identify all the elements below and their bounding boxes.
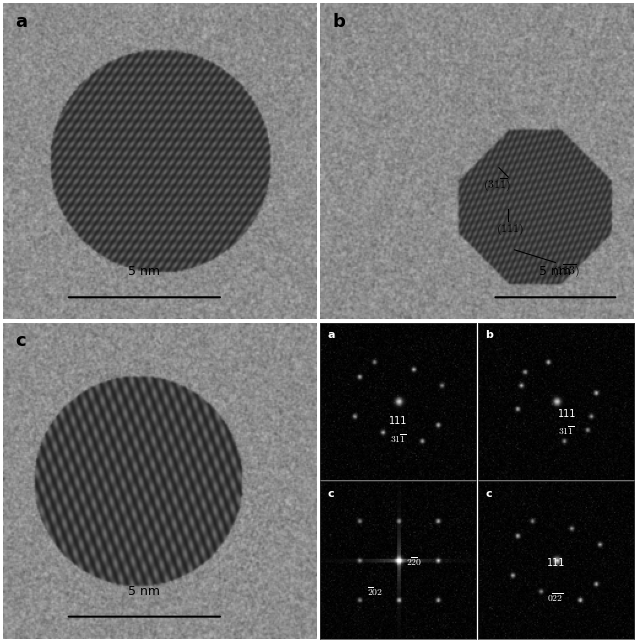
Text: 5 nm: 5 nm bbox=[129, 585, 161, 598]
Text: $(111)$: $(111)$ bbox=[496, 221, 524, 237]
Text: 111: 111 bbox=[389, 417, 407, 426]
Text: c: c bbox=[16, 332, 26, 350]
Text: c: c bbox=[328, 489, 334, 499]
Text: $31\overline{1}$: $31\overline{1}$ bbox=[390, 433, 406, 446]
Text: $\overline{2}02$: $\overline{2}02$ bbox=[367, 585, 383, 598]
Text: 5 nm: 5 nm bbox=[540, 265, 571, 279]
Text: 111: 111 bbox=[547, 558, 565, 568]
Text: $2\overline{2}0$: $2\overline{2}0$ bbox=[406, 555, 422, 568]
Text: $31\overline{1}$: $31\overline{1}$ bbox=[559, 424, 575, 437]
Text: c: c bbox=[485, 489, 492, 499]
Text: b: b bbox=[485, 331, 494, 340]
Text: a: a bbox=[328, 331, 335, 340]
Text: 5 nm: 5 nm bbox=[129, 265, 161, 279]
Text: 111: 111 bbox=[557, 408, 576, 419]
Text: b: b bbox=[333, 13, 345, 31]
Text: $(31\overline{1})$: $(31\overline{1})$ bbox=[483, 177, 511, 195]
Text: $0\overline{2}\overline{2}$: $0\overline{2}\overline{2}$ bbox=[547, 591, 564, 604]
Text: a: a bbox=[16, 13, 28, 31]
Text: $(1\overline{1}\overline{3})$: $(1\overline{1}\overline{3})$ bbox=[552, 263, 580, 280]
